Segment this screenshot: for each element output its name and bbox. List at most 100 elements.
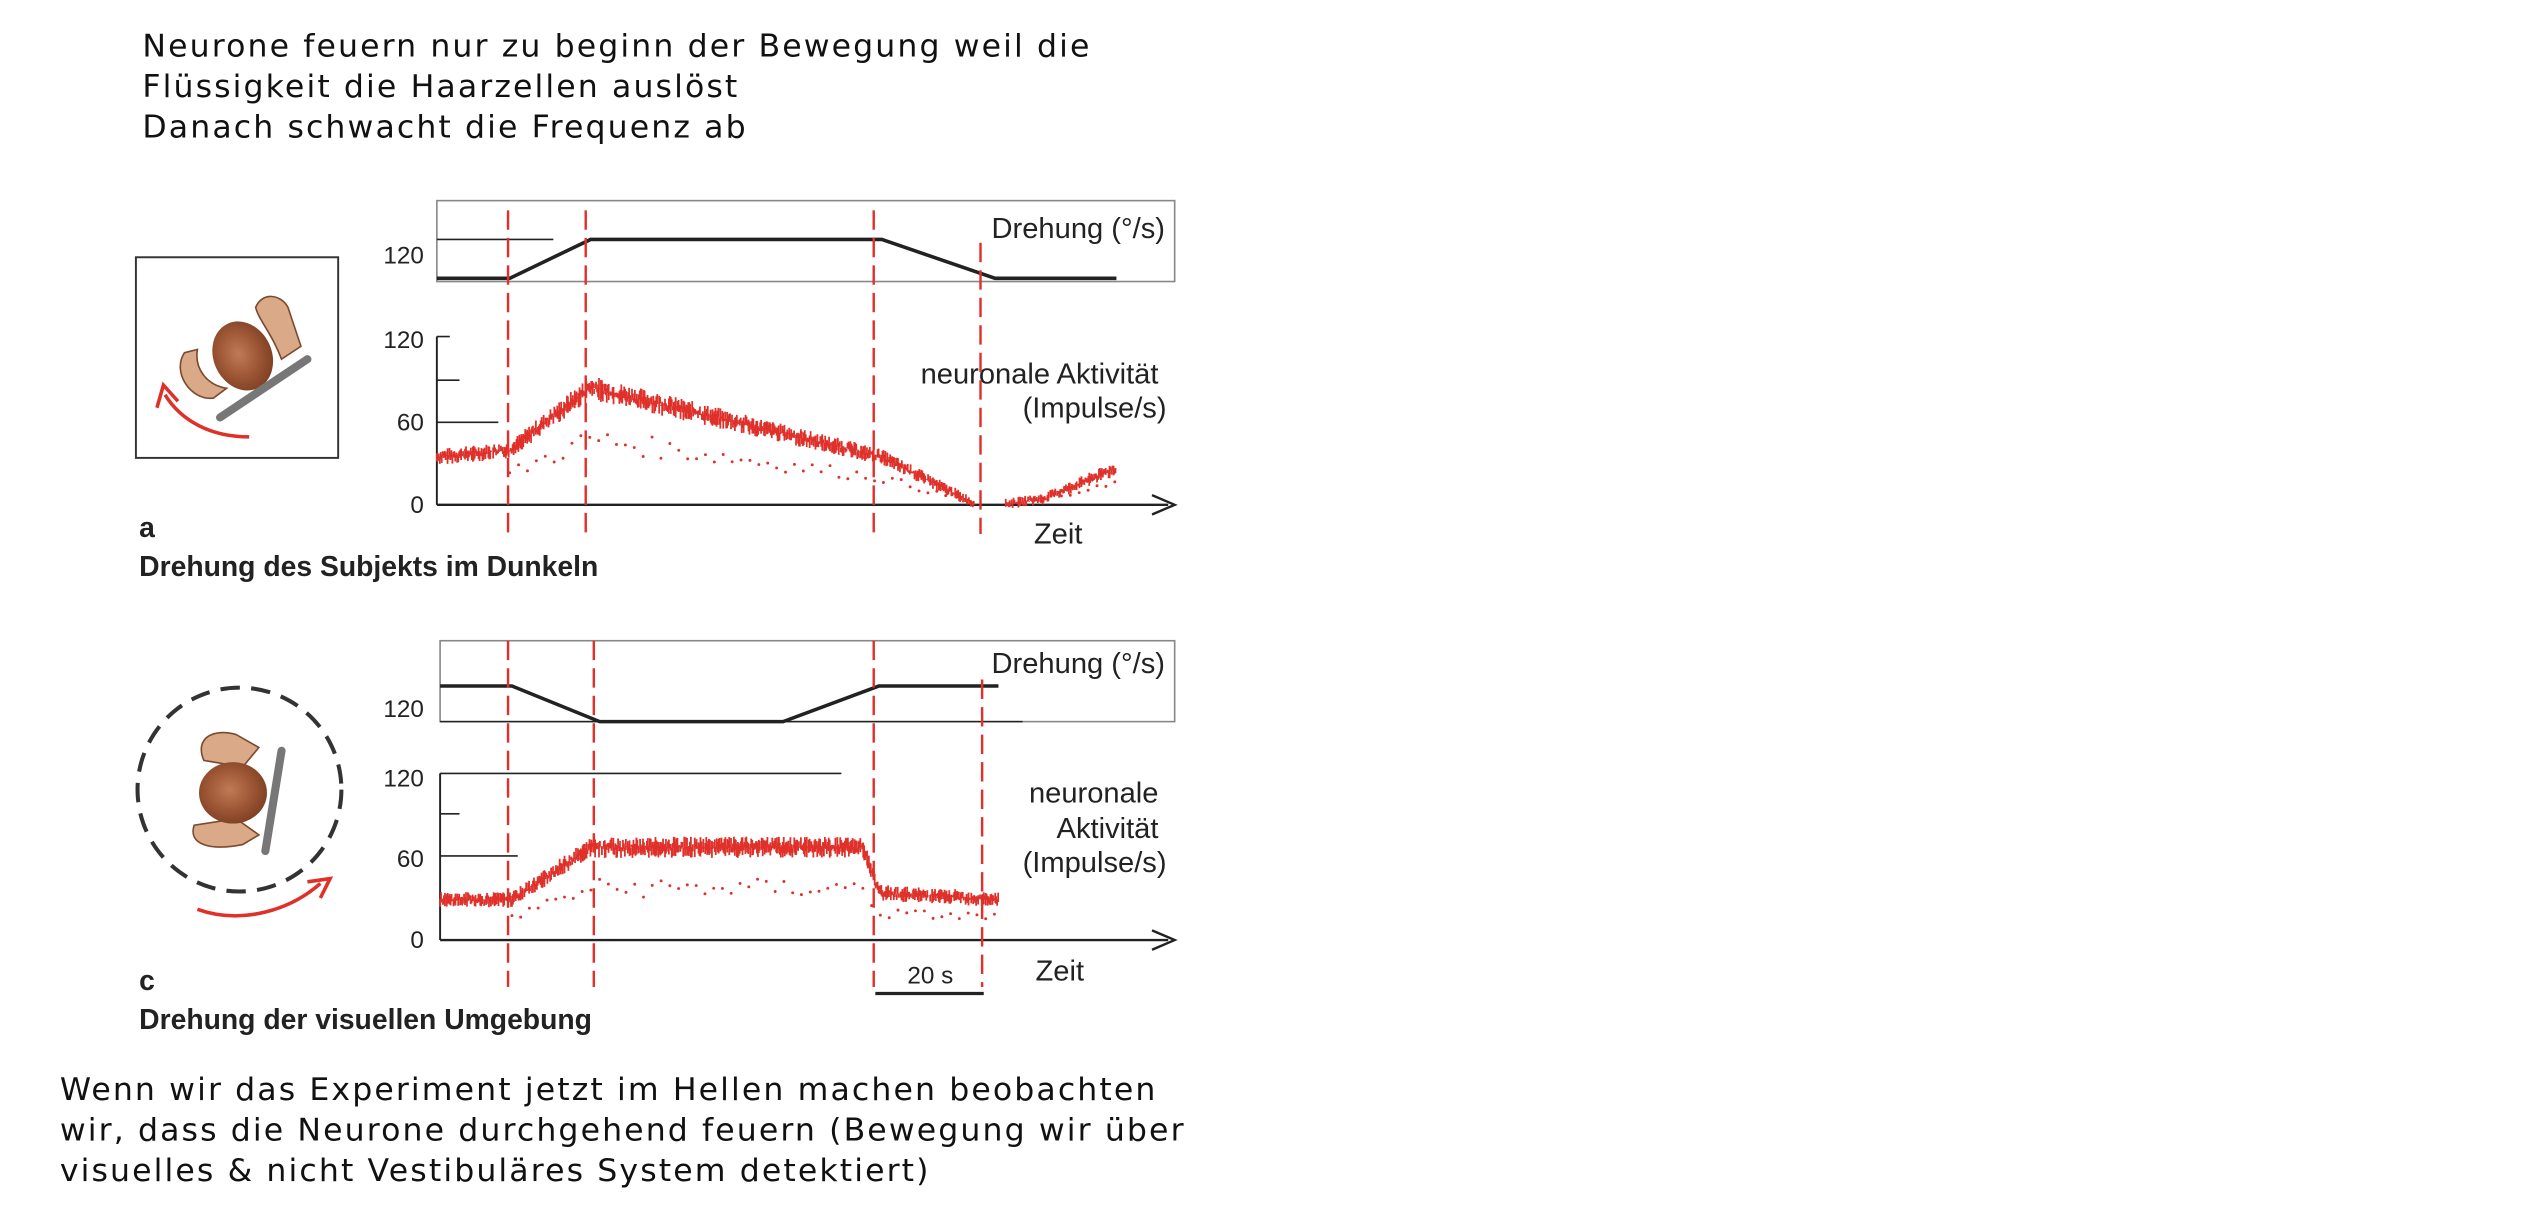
activity-outlier <box>949 912 953 916</box>
activity-outlier <box>721 453 725 456</box>
activity-outlier <box>615 887 619 891</box>
activity-tick-60: 60 <box>397 409 424 436</box>
activity-outlier <box>703 892 707 896</box>
time-label: Zeit <box>1036 956 1085 988</box>
activity-outlier <box>579 434 583 438</box>
activity-outlier <box>864 476 868 480</box>
activity-outlier <box>739 458 743 462</box>
activity-outlier <box>784 470 787 474</box>
activity-outlier <box>887 916 891 920</box>
activity-outlier <box>808 890 812 894</box>
activity-outlier <box>984 917 988 921</box>
activity-outlier <box>792 462 796 466</box>
activity-outlier <box>852 882 856 886</box>
activity-outlier <box>561 456 565 460</box>
activity-outlier <box>571 896 575 900</box>
activity-outlier <box>992 912 996 916</box>
activity-outlier <box>899 478 903 482</box>
rotation-tick-120: 120 <box>383 243 424 270</box>
panel-caption: Drehung des Subjekts im Dunkeln <box>139 550 598 582</box>
panel-caption: Drehung der visuellen Umgebung <box>139 1003 592 1035</box>
activity-outlier <box>510 914 514 918</box>
rotation-trace <box>436 237 1117 281</box>
activity-outlier <box>905 911 909 915</box>
subject-icon-frame <box>134 256 340 459</box>
activity-outlier <box>775 466 779 470</box>
activity-outlier <box>606 433 610 437</box>
activity-outlier <box>606 882 610 886</box>
note-bottom: Wenn wir das Experiment jetzt im Hellen … <box>60 1069 1186 1190</box>
activity-outlier <box>931 916 935 920</box>
activity-outlier <box>720 886 724 890</box>
activity-outlier <box>828 464 832 468</box>
subject-visual-surround-icon <box>135 685 344 918</box>
activity-label: neuronale Aktivität (Impulse/s) <box>921 358 1167 424</box>
activity-outlier <box>563 895 566 899</box>
activity-outlier <box>632 446 636 449</box>
note-top: Neurone feuern nur zu beginn der Bewegun… <box>142 26 1091 147</box>
activity-outlier <box>757 463 761 466</box>
activity-label-line: (Impulse/s) <box>1023 847 1167 879</box>
panel-letter: a <box>139 511 155 543</box>
activity-outlier <box>517 463 521 467</box>
note-top-line: Danach schwacht die Frequenz ab <box>142 108 748 146</box>
activity-outlier <box>536 906 540 910</box>
subject-top-view-icon <box>155 295 312 439</box>
activity-outlier <box>624 890 628 894</box>
activity-outlier <box>855 470 859 474</box>
activity-tick-120: 120 <box>383 765 424 792</box>
activity-outlier <box>526 469 529 473</box>
activity-outlier <box>695 457 699 461</box>
activity-outlier <box>791 891 795 895</box>
activity-outlier <box>659 456 663 460</box>
activity-outlier <box>873 479 876 483</box>
activity-outlier <box>747 885 751 889</box>
note-bottom-line: Wenn wir das Experiment jetzt im Hellen … <box>59 1071 1158 1109</box>
activity-outlier <box>738 881 742 885</box>
activity-outlier <box>650 435 654 439</box>
activity-trace <box>435 377 1117 508</box>
activity-outlier <box>677 448 681 452</box>
activity-outlier <box>685 883 689 887</box>
panel-c: 120 Drehung (°/s) 120 60 0 neuronale Akt… <box>135 639 1178 1035</box>
activity-outlier <box>615 443 618 446</box>
rotation-plot-frame <box>436 199 1176 283</box>
activity-trace <box>439 836 1000 921</box>
activity-outlier <box>589 888 593 892</box>
activity-outlier <box>914 909 917 913</box>
rotation-label: Drehung (°/s) <box>992 213 1165 245</box>
activity-outlier <box>966 911 970 915</box>
activity-outlier <box>1113 480 1117 484</box>
activity-outlier <box>554 897 558 901</box>
activity-outlier <box>926 491 930 495</box>
activity-outlier <box>543 454 547 458</box>
activity-outlier <box>835 882 838 886</box>
activity-outlier <box>712 886 716 890</box>
activity-outlier <box>957 917 961 920</box>
activity-outlier <box>843 886 847 890</box>
panel-letter: c <box>139 964 155 996</box>
activity-outlier <box>642 895 645 899</box>
activity-outlier <box>944 494 948 498</box>
activity-outlier <box>773 890 777 893</box>
activity-outlier <box>552 460 556 464</box>
activity-outlier <box>908 485 912 489</box>
activity-label-line: neuronale <box>1029 778 1159 810</box>
activity-outlier <box>766 461 770 465</box>
activity-outlier <box>764 879 768 883</box>
activity-tick-60: 60 <box>397 846 424 873</box>
activity-outlier <box>668 884 672 888</box>
rotation-trace <box>440 684 999 724</box>
activity-outlier <box>623 443 627 447</box>
activity-outlier <box>580 890 584 893</box>
activity-label-line: (Impulse/s) <box>1023 392 1167 424</box>
activity-tick-0: 0 <box>410 492 424 519</box>
activity-tick-0: 0 <box>410 927 424 954</box>
activity-outlier <box>650 883 654 887</box>
time-label: Zeit <box>1034 519 1083 551</box>
activity-outlier <box>519 915 523 919</box>
activity-outlier <box>870 904 874 908</box>
activity-outlier <box>817 889 821 893</box>
activity-outlier <box>801 469 805 473</box>
